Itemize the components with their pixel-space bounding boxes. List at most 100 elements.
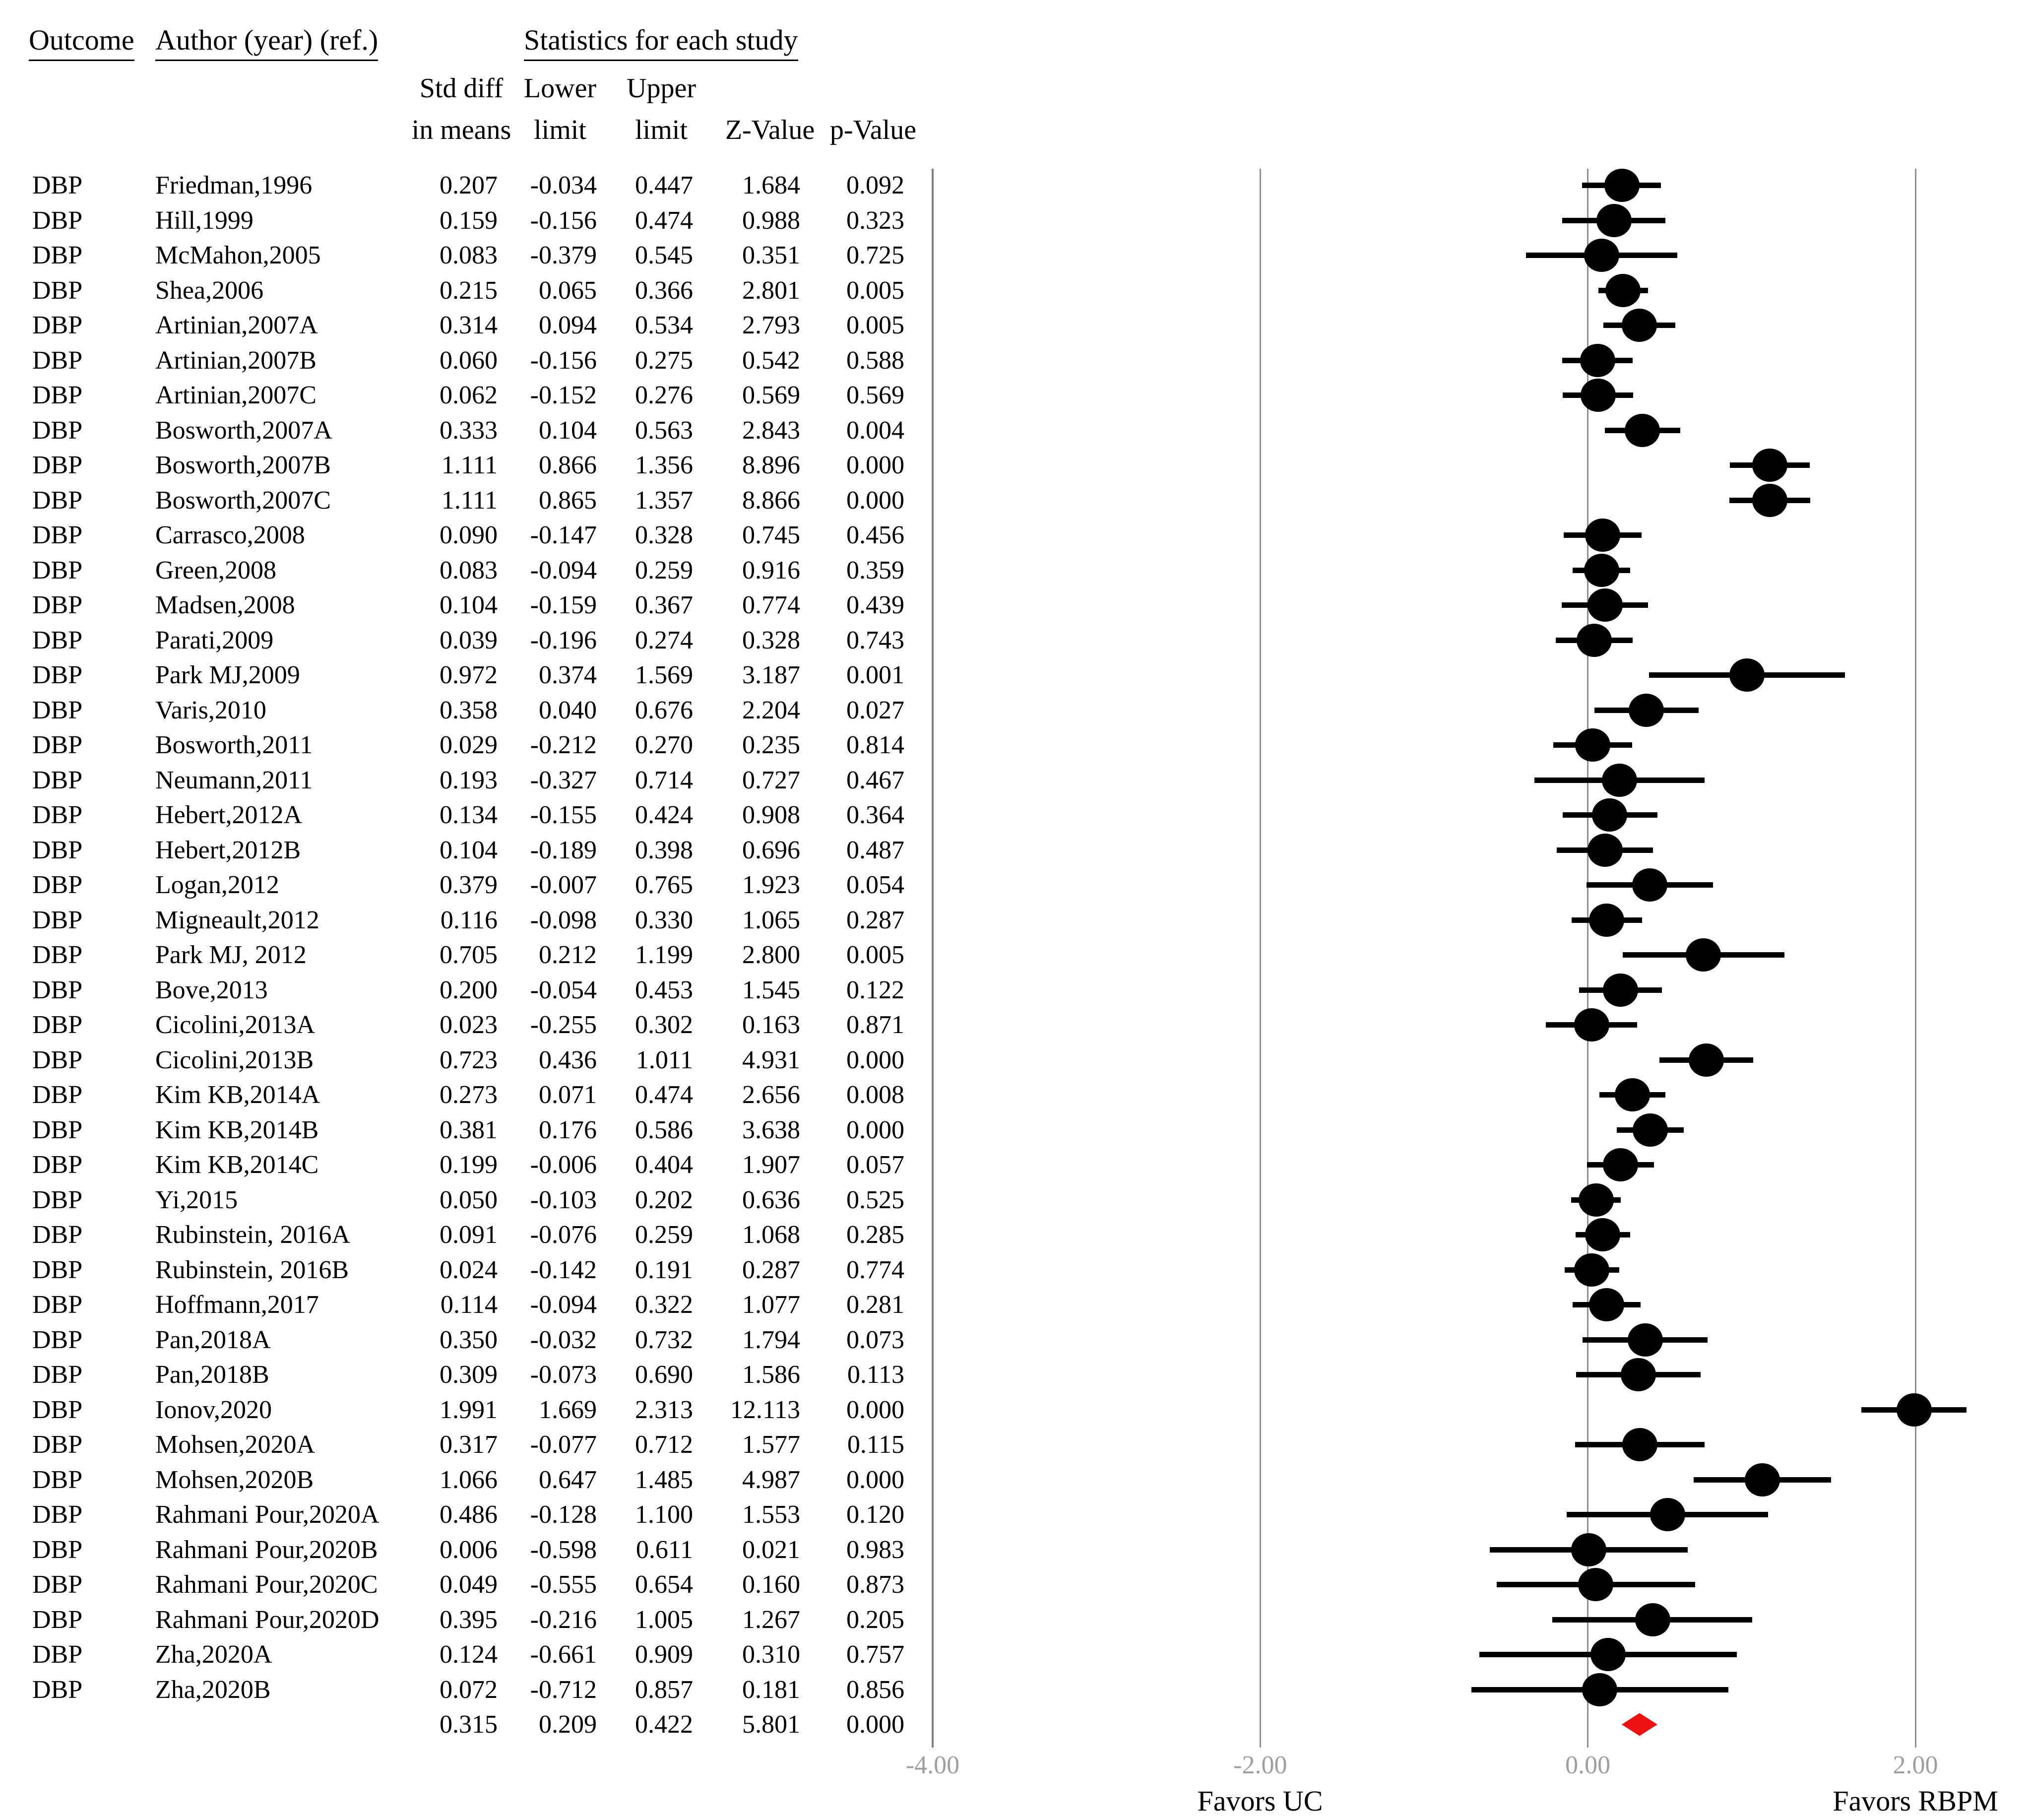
author-cell: Park MJ,2009 [155,661,300,690]
lower-cell: -0.034 [530,171,597,200]
effect-marker [1632,868,1668,902]
z-value-cell: 0.181 [742,1675,800,1704]
table-row: DBP Bove,2013 0.200 -0.054 0.453 1.545 0.122 [0,973,2031,1008]
table-row: DBP Bosworth,2007C 1.111 0.865 1.357 8.866 0.0… [0,483,2031,518]
z-value-cell: 3.187 [742,661,800,690]
effect-marker [1615,1078,1650,1111]
axis-tick-label: 0.00 [1565,1751,1611,1779]
author-cell: Artinian,2007C [155,381,317,410]
lower-cell: -0.152 [530,381,597,410]
std-diff-cell: 0.381 [440,1115,498,1144]
table-row: DBP Yi,2015 0.050 -0.103 0.202 0.636 0.525 [0,1182,2031,1218]
author-cell: Rubinstein, 2016B [155,1255,349,1284]
lower-cell: -0.128 [530,1500,597,1529]
lower-cell: 0.104 [539,416,597,445]
lower-cell: -0.007 [530,871,597,900]
table-row: DBP Logan,2012 0.379 -0.007 0.765 1.923 0.054 [0,867,2031,903]
effect-marker [1621,309,1657,342]
std-diff-cell: 0.091 [440,1221,498,1249]
p-value-cell: 0.001 [846,661,904,690]
subheader-std-diff-in-means: Std diff in means [411,73,511,145]
subheader-p-value: p-Value [829,115,917,145]
outcome-cell: DBP [32,626,83,654]
outcome-cell: DBP [32,1221,83,1249]
z-value-cell: 0.328 [742,626,800,654]
outcome-cell: DBP [32,1185,83,1214]
table-row: DBP Pan,2018A 0.350 -0.032 0.732 1.794 0.073 [0,1322,2031,1358]
outcome-cell: DBP [32,1570,83,1599]
table-row: DBP Migneault,2012 0.116 -0.098 0.330 1.065 0.… [0,903,2031,938]
table-row: DBP Parati,2009 0.039 -0.196 0.274 0.328 0.743 [0,623,2031,658]
table-row: DBP Shea,2006 0.215 0.065 0.366 2.801 0.005 [0,273,2031,308]
z-value-cell: 2.843 [742,416,800,445]
upper-cell: 0.367 [635,591,693,620]
outcome-cell: DBP [32,451,83,480]
subheader-upper-limit: Upper limit [627,73,696,145]
upper-cell: 0.586 [635,1115,693,1144]
author-cell: Zha,2020A [155,1640,272,1669]
outcome-cell: DBP [32,1361,83,1389]
table-row: DBP Neumann,2011 0.193 -0.327 0.714 0.727 0.46… [0,763,2031,798]
z-value-cell: 4.987 [742,1465,800,1494]
p-value-cell: 0.005 [846,276,904,305]
z-value-cell: 1.545 [742,975,800,1004]
table-row: DBP Rahmani Pour,2020D 0.395 -0.216 1.005 1.2… [0,1602,2031,1637]
lower-cell: -0.712 [530,1675,597,1704]
effect-marker [1578,1568,1614,1601]
p-value-cell: 0.467 [846,766,904,794]
author-cell: Hebert,2012A [155,801,303,830]
upper-cell: 0.259 [635,1221,693,1249]
outcome-cell: DBP [32,1535,83,1564]
author-cell: Kim KB,2014B [155,1115,319,1144]
outcome-cell: DBP [32,241,83,270]
upper-cell: 1.357 [635,486,693,515]
author-cell: Green,2008 [155,556,277,585]
axis-tick-label: 2.00 [1893,1751,1938,1779]
lower-cell: -0.255 [530,1011,597,1040]
z-value-cell: 1.267 [742,1605,800,1634]
outcome-cell: DBP [32,1640,83,1669]
p-value-cell: 0.000 [846,1045,904,1074]
std-diff-cell: 0.104 [440,591,498,620]
outcome-cell: DBP [32,801,83,830]
upper-cell: 0.857 [635,1675,693,1704]
outcome-cell: DBP [32,766,83,794]
lower-cell: -0.555 [530,1570,597,1599]
author-cell: Bosworth,2007A [155,416,332,445]
upper-cell: 0.690 [635,1361,693,1389]
table-row: DBP Kim KB,2014B 0.381 0.176 0.586 3.638 0.000 [0,1112,2031,1148]
outcome-cell: DBP [32,1151,83,1179]
std-diff-cell: 0.207 [440,171,498,200]
p-value-cell: 0.000 [846,486,904,515]
outcome-cell: DBP [32,1675,83,1704]
upper-cell: 1.569 [635,661,693,690]
p-value-cell: 0.873 [846,1570,904,1599]
effect-marker [1596,203,1632,237]
lower-cell: 0.647 [539,1465,597,1494]
z-value-cell: 1.907 [742,1151,800,1179]
upper-cell: 0.259 [635,556,693,585]
z-value-cell: 0.774 [742,591,800,620]
author-cell: Rahmani Pour,2020B [155,1535,378,1564]
effect-marker [1587,588,1623,622]
std-diff-cell: 0.039 [440,626,498,654]
z-value-cell: 1.068 [742,1221,800,1249]
p-value-cell: 0.120 [846,1500,904,1529]
upper-cell: 1.011 [635,1045,693,1074]
upper-cell: 1.356 [635,451,693,480]
gridline [1259,169,1261,1748]
author-cell: Mohsen,2020A [155,1430,316,1459]
std-diff-cell: 0.350 [440,1325,498,1354]
author-cell: Cicolini,2013B [155,1045,314,1074]
author-cell: Parati,2009 [155,626,274,654]
upper-cell: 0.611 [635,1535,693,1564]
z-value-cell: 0.160 [742,1570,800,1599]
effect-marker [1602,1148,1638,1181]
outcome-cell: DBP [32,346,83,375]
lower-cell: 0.094 [539,311,597,340]
upper-cell: 0.366 [635,276,693,305]
p-value-cell: 0.000 [846,1465,904,1494]
table-row: DBP Park MJ, 2012 0.705 0.212 1.199 2.800 0.00… [0,937,2031,973]
std-diff-cell: 0.060 [440,346,498,375]
lower-cell: -0.661 [530,1640,597,1669]
